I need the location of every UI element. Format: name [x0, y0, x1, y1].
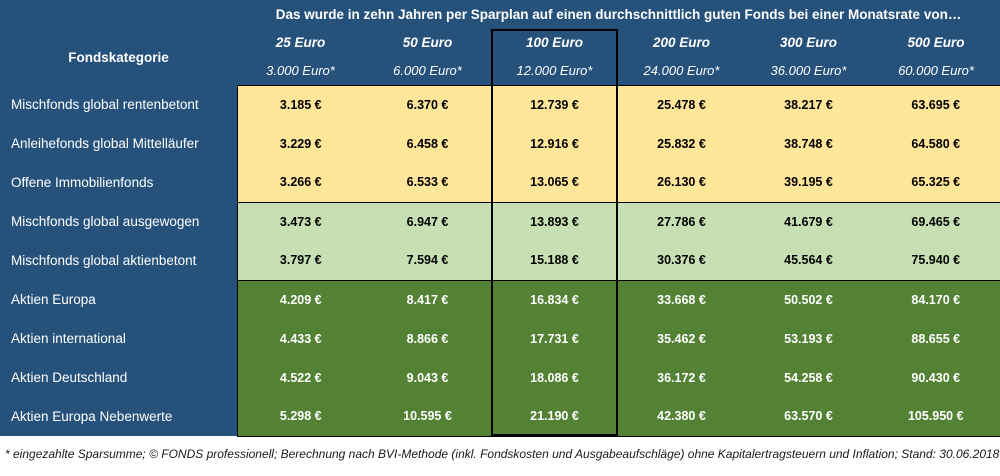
column-header-50-euro: 50 Euro [364, 29, 491, 56]
rate-header-row: Fondskategorie 25 Euro 50 Euro 100 Euro … [0, 29, 1000, 85]
value-cell: 54.258 € [745, 358, 872, 397]
value-cell: 33.668 € [618, 279, 745, 319]
value-cell: 6.533 € [364, 163, 491, 202]
fund-category-label: Aktien Europa [0, 280, 237, 319]
value-cell: 13.065 € [491, 163, 618, 202]
value-cell: 9.043 € [364, 358, 491, 397]
value-cell: 75.940 € [872, 241, 1000, 280]
table-row: Anleihefonds global Mittelläufer 3.229 €… [0, 124, 1000, 163]
column-header-500-euro: 500 Euro [872, 29, 1000, 56]
deposited-sum-header-row: 3.000 Euro* 6.000 Euro* 12.000 Euro* 24.… [0, 56, 1000, 85]
title-row: Das wurde in zehn Jahren per Sparplan au… [0, 0, 1000, 29]
column-header-300-euro: 300 Euro [745, 29, 872, 56]
value-cell: 12.739 € [491, 84, 618, 124]
sum-header-6000: 6.000 Euro* [364, 56, 491, 85]
fund-category-label: Aktien international [0, 319, 237, 358]
value-cell: 6.947 € [364, 201, 491, 241]
value-cell: 3.797 € [236, 241, 364, 280]
value-cell: 88.655 € [872, 319, 1000, 358]
value-cell: 38.217 € [745, 84, 872, 124]
value-cell: 13.893 € [491, 201, 618, 241]
fund-category-label: Aktien Europa Nebenwerte [0, 397, 237, 436]
fund-category-label: Mischfonds global aktienbetont [0, 241, 237, 280]
value-cell: 4.433 € [236, 319, 364, 358]
value-cell: 63.570 € [745, 397, 872, 437]
value-cell: 4.522 € [236, 358, 364, 397]
table-row: Aktien international 4.433 € 8.866 € 17.… [0, 319, 1000, 358]
value-cell: 10.595 € [364, 397, 491, 437]
footnote: * eingezahlte Sparsumme; © FONDS profess… [5, 446, 1000, 461]
table-row: Mischfonds global ausgewogen 3.473 € 6.9… [0, 201, 1000, 241]
label-column-header: Fondskategorie [0, 29, 237, 85]
value-cell: 30.376 € [618, 241, 745, 280]
value-cell: 25.832 € [618, 124, 745, 163]
table-row: Aktien Deutschland 4.522 € 9.043 € 18.08… [0, 358, 1000, 397]
value-cell: 3.266 € [236, 163, 364, 202]
value-cell: 26.130 € [618, 163, 745, 202]
fund-category-label: Mischfonds global ausgewogen [0, 202, 237, 241]
value-cell: 36.172 € [618, 358, 745, 397]
value-cell: 42.380 € [618, 397, 745, 437]
corner-cell [0, 0, 237, 29]
value-cell: 17.731 € [491, 319, 618, 358]
value-cell: 7.594 € [364, 241, 491, 280]
value-cell: 16.834 € [491, 279, 618, 319]
value-cell: 3.185 € [236, 84, 364, 124]
value-cell: 15.188 € [491, 241, 618, 280]
sum-header-12000: 12.000 Euro* [491, 56, 618, 85]
value-cell: 69.465 € [872, 201, 1000, 241]
value-cell: 8.866 € [364, 319, 491, 358]
fund-category-label: Aktien Deutschland [0, 358, 237, 397]
value-cell: 12.916 € [491, 124, 618, 163]
value-cell: 65.325 € [872, 163, 1000, 202]
value-cell: 84.170 € [872, 279, 1000, 319]
value-cell: 27.786 € [618, 201, 745, 241]
table-title: Das wurde in zehn Jahren per Sparplan au… [237, 0, 1000, 29]
value-cell: 3.229 € [236, 124, 364, 163]
value-cell: 3.473 € [236, 201, 364, 241]
value-cell: 8.417 € [364, 279, 491, 319]
value-cell: 21.190 € [491, 397, 618, 437]
value-cell: 5.298 € [236, 397, 364, 437]
value-cell: 38.748 € [745, 124, 872, 163]
column-header-200-euro: 200 Euro [618, 29, 745, 56]
value-cell: 53.193 € [745, 319, 872, 358]
value-cell: 6.370 € [364, 84, 491, 124]
value-cell: 18.086 € [491, 358, 618, 397]
sum-header-60000: 60.000 Euro* [872, 56, 1000, 85]
value-cell: 45.564 € [745, 241, 872, 280]
value-cell: 64.580 € [872, 124, 1000, 163]
table-row: Mischfonds global aktienbetont 3.797 € 7… [0, 241, 1000, 280]
value-cell: 63.695 € [872, 84, 1000, 124]
sum-header-24000: 24.000 Euro* [618, 56, 745, 85]
sum-header-36000: 36.000 Euro* [745, 56, 872, 85]
value-cell: 90.430 € [872, 358, 1000, 397]
fund-savings-table: Das wurde in zehn Jahren per Sparplan au… [0, 0, 1000, 437]
fund-category-label: Offene Immobilienfonds [0, 163, 237, 202]
column-header-25-euro: 25 Euro [237, 29, 364, 56]
sum-header-3000: 3.000 Euro* [237, 56, 364, 85]
fund-category-label: Mischfonds global rentenbetont [0, 85, 237, 124]
fund-category-label: Anleihefonds global Mittelläufer [0, 124, 237, 163]
value-cell: 105.950 € [872, 397, 1000, 437]
table-row: Offene Immobilienfonds 3.266 € 6.533 € 1… [0, 163, 1000, 202]
column-header-100-euro: 100 Euro [491, 29, 618, 56]
value-cell: 35.462 € [618, 319, 745, 358]
value-cell: 4.209 € [236, 279, 364, 319]
value-cell: 50.502 € [745, 279, 872, 319]
value-cell: 41.679 € [745, 201, 872, 241]
table-row: Aktien Europa 4.209 € 8.417 € 16.834 € 3… [0, 279, 1000, 319]
value-cell: 25.478 € [618, 84, 745, 124]
table-row: Aktien Europa Nebenwerte 5.298 € 10.595 … [0, 397, 1000, 437]
table-row: Mischfonds global rentenbetont 3.185 € 6… [0, 84, 1000, 124]
value-cell: 39.195 € [745, 163, 872, 202]
value-cell: 6.458 € [364, 124, 491, 163]
